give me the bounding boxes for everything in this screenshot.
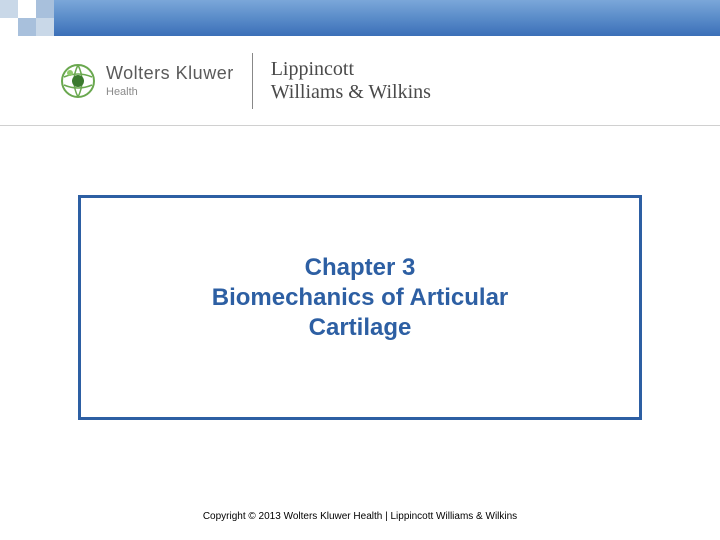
chapter-title-line2: Cartilage xyxy=(309,313,412,343)
brand-sub: Health xyxy=(106,86,234,98)
partner-line2: Williams & Wilkins xyxy=(271,81,431,104)
header-gradient-bar xyxy=(0,0,720,36)
chapter-number: Chapter 3 xyxy=(305,253,416,283)
copyright-text: Copyright © 2013 Wolters Kluwer Health |… xyxy=(0,511,720,522)
partner-line1: Lippincott xyxy=(271,58,431,81)
square xyxy=(18,18,36,36)
square xyxy=(36,18,54,36)
square xyxy=(36,0,54,18)
wolters-kluwer-logo: Wolters Kluwer Health xyxy=(60,63,234,99)
brand-main: Wolters Kluwer xyxy=(106,63,234,84)
square xyxy=(0,18,18,36)
decorative-squares-row1 xyxy=(0,0,54,18)
chapter-title-line1: Biomechanics of Articular xyxy=(212,283,509,313)
decorative-squares-row2 xyxy=(0,18,54,36)
square xyxy=(18,0,36,18)
logo-bar: Wolters Kluwer Health Lippincott William… xyxy=(0,36,720,126)
lippincott-logo: Lippincott Williams & Wilkins xyxy=(271,58,431,104)
logo-divider xyxy=(252,53,253,109)
wk-text-block: Wolters Kluwer Health xyxy=(106,63,234,98)
title-box: Chapter 3 Biomechanics of Articular Cart… xyxy=(78,195,642,420)
wk-globe-icon xyxy=(60,63,96,99)
square xyxy=(0,0,18,18)
